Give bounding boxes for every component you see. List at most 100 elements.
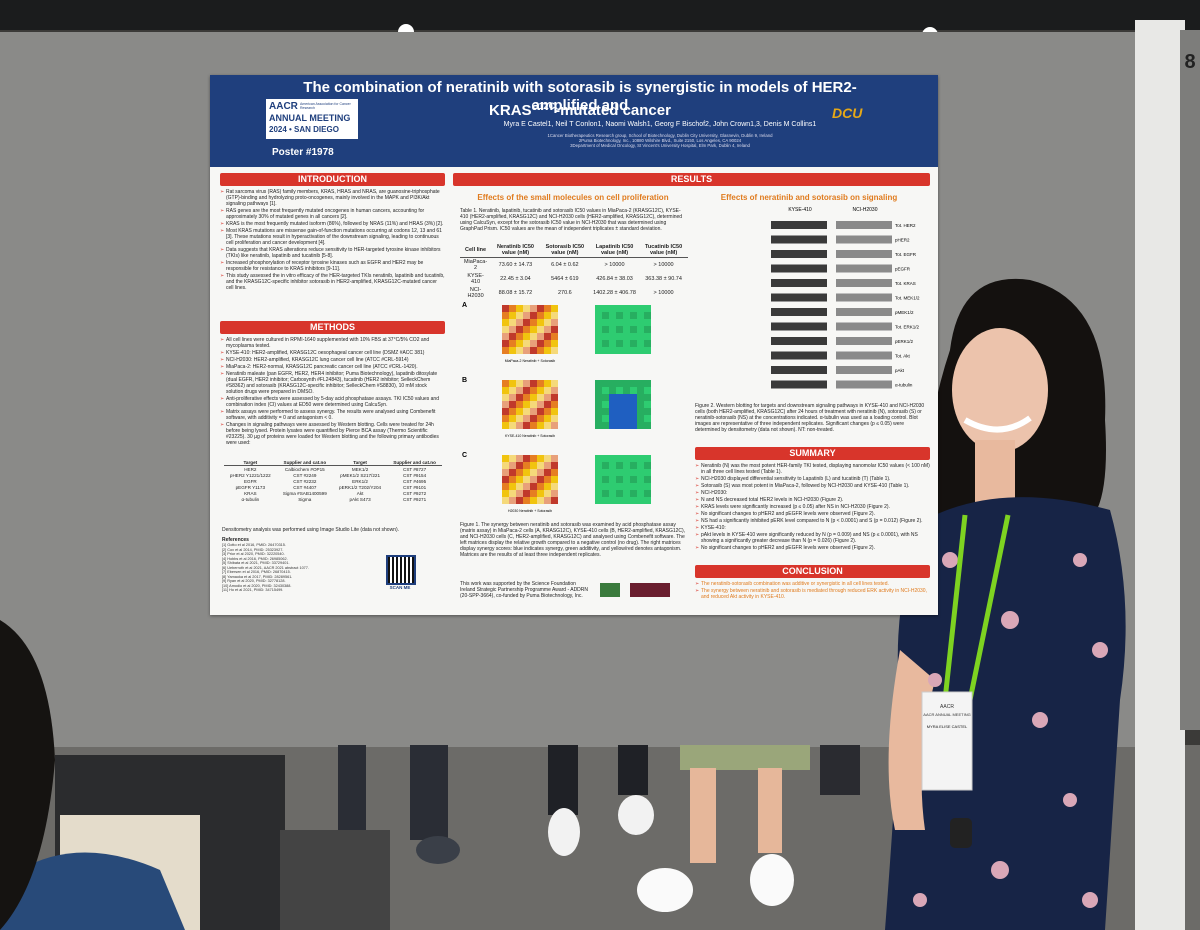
table-header-cell: Supplier and cat.no bbox=[276, 459, 333, 466]
synergy-cell bbox=[616, 469, 623, 476]
blot-band bbox=[836, 293, 892, 302]
synergy-cell bbox=[644, 401, 651, 408]
table-header-cell: Neratinib IC50 value (nM) bbox=[491, 243, 540, 258]
shoe bbox=[618, 795, 654, 835]
table-header-row: Target Supplier and cat.no Target Supplier … bbox=[224, 459, 442, 466]
synergy-cell bbox=[630, 394, 637, 401]
table-cell: EGFR bbox=[243, 478, 257, 484]
logo-org-full: American Association for Cancer Research bbox=[300, 102, 351, 110]
heatmap-cell bbox=[516, 455, 523, 462]
heatmap-cell bbox=[509, 469, 516, 476]
heatmap-cell bbox=[509, 394, 516, 401]
blot-label: pMEK1/2 bbox=[895, 310, 914, 315]
heatmap-cell bbox=[509, 326, 516, 333]
heatmap-cell bbox=[509, 490, 516, 497]
heatmap-cell bbox=[523, 483, 530, 490]
synergy-cell bbox=[609, 380, 616, 387]
heatmap-cell bbox=[509, 462, 516, 469]
table-cell: > 10000 bbox=[653, 262, 674, 268]
synergy-cell bbox=[595, 408, 602, 415]
blot-band bbox=[771, 264, 827, 273]
table-cell: HER2 bbox=[244, 466, 257, 472]
synergy-cell bbox=[595, 312, 602, 319]
blot-band bbox=[836, 264, 892, 273]
synergy-cell bbox=[637, 319, 644, 326]
synergy-cell bbox=[644, 347, 651, 354]
heatmap-cell bbox=[551, 476, 558, 483]
table-cell: CST #2232 bbox=[293, 478, 317, 484]
heatmap-cell bbox=[516, 469, 523, 476]
synergy-cell bbox=[609, 462, 616, 469]
synergy-cell bbox=[623, 340, 630, 347]
table-row: pHER2 Y1221/1222 CST #2249 pMEK1/2 S217/22… bbox=[224, 472, 442, 478]
heatmap-cell bbox=[523, 497, 530, 504]
synergy-cell bbox=[630, 462, 637, 469]
heatmap-cell bbox=[530, 422, 537, 429]
synergy-cell bbox=[637, 347, 644, 354]
intro-bullet: This study assessed the in vitro efficac… bbox=[220, 273, 445, 291]
conclusion-bullet: The synergy between neratinib and sotora… bbox=[695, 588, 930, 600]
blot-label: Tot. ERK1/2 bbox=[895, 325, 920, 330]
table-cell: CST #9101 bbox=[403, 484, 427, 490]
table-cell: MEK1/2 bbox=[351, 466, 369, 472]
methods-bullet: KYSE-410: HER2-amplified, KRASG12C oesop… bbox=[220, 350, 445, 356]
heatmap-cell bbox=[537, 347, 544, 354]
introduction-text: Rat sarcoma virus (RAS) family members, … bbox=[220, 189, 445, 292]
table-cell: 270.6 bbox=[557, 290, 572, 296]
title-part: -mutated cancer bbox=[555, 102, 671, 119]
blot-band bbox=[836, 279, 892, 287]
synergy-cell bbox=[595, 326, 602, 333]
table-header-cell: Target bbox=[333, 459, 388, 466]
shoe bbox=[416, 836, 460, 864]
synergy-cell bbox=[623, 380, 630, 387]
heatmap-cell bbox=[544, 394, 551, 401]
heatmap-cell bbox=[502, 455, 509, 462]
heatmap-cell bbox=[523, 455, 530, 462]
university-logo: DCU bbox=[832, 105, 863, 121]
section-heading: CONCLUSION bbox=[695, 565, 930, 578]
heatmap-cell bbox=[509, 387, 516, 394]
heatmap-cell bbox=[502, 326, 509, 333]
poster-title: The combination of neratinib with sotora… bbox=[303, 79, 857, 114]
presenter-dress bbox=[885, 497, 1126, 930]
synergy-cell bbox=[644, 326, 651, 333]
synergy-cell bbox=[609, 333, 616, 340]
affiliations: 1Cancer Biotherapeutics Research group, … bbox=[450, 133, 870, 148]
table-cell: 88.08 ± 15.72 bbox=[498, 290, 533, 296]
synergy-cell bbox=[609, 319, 616, 326]
heatmap-cell bbox=[544, 408, 551, 415]
heatmap-cell bbox=[530, 476, 537, 483]
heatmap-cell bbox=[551, 497, 558, 504]
visitor-leg bbox=[410, 745, 448, 840]
synergy-cell bbox=[602, 333, 609, 340]
heatmap-cell bbox=[551, 380, 558, 387]
title-part: KRAS bbox=[489, 102, 532, 119]
synergy-cell bbox=[595, 469, 602, 476]
heatmap-cell bbox=[551, 455, 558, 462]
synergy-cell bbox=[637, 340, 644, 347]
synergy-cell bbox=[630, 305, 637, 312]
reference: [10] Amodio et al 2020, PMID: 32430388. bbox=[222, 583, 292, 588]
table-cell: 6.04 ± 0.62 bbox=[551, 262, 579, 268]
summary-bullet: pAkt levels in KYSE-410 were significant… bbox=[695, 532, 930, 544]
synergy-cell bbox=[616, 490, 623, 497]
synergy-cell bbox=[609, 347, 616, 354]
methods-bullet: NCI-H2030: HER2-amplified, KRASG12C lung… bbox=[220, 357, 445, 363]
summary-bullet: N and NS decreased total HER2 levels in … bbox=[695, 497, 930, 503]
heatmap-cell bbox=[516, 319, 523, 326]
summary-bullet: NCI-H2030 displayed differential sensiti… bbox=[695, 476, 930, 482]
table-cell: pHER2 Y1221/1222 bbox=[229, 472, 271, 478]
heatmap-cell bbox=[530, 497, 537, 504]
heatmap-cell bbox=[516, 380, 523, 387]
smile bbox=[963, 415, 1032, 433]
synergy-cell bbox=[630, 422, 637, 429]
heatmap-cell bbox=[516, 490, 523, 497]
blot-band bbox=[771, 279, 827, 287]
synergy-cell bbox=[616, 380, 623, 387]
synergy-cell bbox=[595, 319, 602, 326]
table-row: α-tubulin Sigma pAkt S473 CST #9271 bbox=[224, 496, 442, 502]
heatmap-cell bbox=[509, 401, 516, 408]
blot-label: Tot. HER2 bbox=[895, 223, 916, 228]
synergy-cell bbox=[644, 490, 651, 497]
synergy-cell bbox=[644, 408, 651, 415]
